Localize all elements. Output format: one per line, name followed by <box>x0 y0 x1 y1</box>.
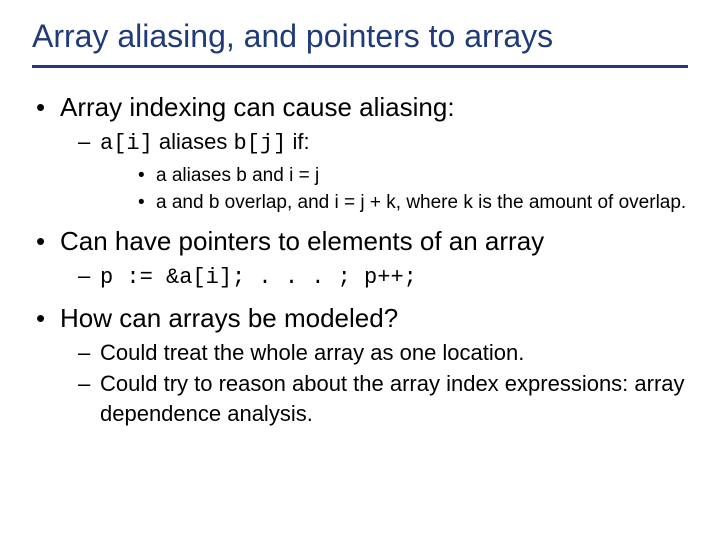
bullet-1-sublist: a[i] aliases b[j] if: a aliases b and i … <box>60 127 688 216</box>
bullet-1-sub-1: a[i] aliases b[j] if: a aliases b and i … <box>60 127 688 216</box>
title-rule <box>32 65 688 68</box>
bullet-3-sub-1: Could treat the whole array as one locat… <box>60 338 688 368</box>
bullet-3-sublist: Could treat the whole array as one locat… <box>60 338 688 429</box>
bullet-2: Can have pointers to elements of an arra… <box>32 224 688 293</box>
slide: Array aliasing, and pointers to arrays A… <box>0 0 720 540</box>
slide-title: Array aliasing, and pointers to arrays <box>32 18 688 55</box>
bullet-list: Array indexing can cause aliasing: a[i] … <box>32 90 688 429</box>
bullet-1-sub-1-tail: if: <box>286 129 309 154</box>
bullet-2-sublist: p := &a[i]; . . . ; p++; <box>60 261 688 293</box>
bullet-2-sub-1: p := &a[i]; . . . ; p++; <box>60 261 688 293</box>
bullet-3: How can arrays be modeled? Could treat t… <box>32 301 688 429</box>
bullet-1: Array indexing can cause aliasing: a[i] … <box>32 90 688 216</box>
code-a-i: a[i] <box>100 131 153 156</box>
bullet-3-sub-2: Could try to reason about the array inde… <box>60 369 688 428</box>
bullet-1-sub-1-mid: aliases <box>153 129 234 154</box>
code-b-j: b[j] <box>234 131 287 156</box>
bullet-2-text: Can have pointers to elements of an arra… <box>60 226 544 256</box>
bullet-3-text: How can arrays be modeled? <box>60 303 398 333</box>
bullet-1-sub-1-ssub-2: a and b overlap, and i = j + k, where k … <box>100 190 688 216</box>
bullet-1-sub-1-sublist: a aliases b and i = j a and b overlap, a… <box>100 163 688 216</box>
bullet-1-text: Array indexing can cause aliasing: <box>60 92 455 122</box>
bullet-1-sub-1-ssub-1: a aliases b and i = j <box>100 163 688 189</box>
code-pointer-assign: p := &a[i]; . . . ; p++; <box>100 265 417 290</box>
